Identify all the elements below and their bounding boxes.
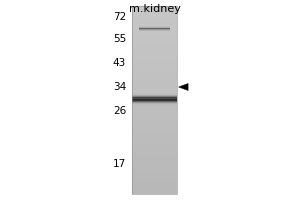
Bar: [132, 102, 177, 103]
Bar: [132, 98, 177, 99]
Bar: [132, 114, 177, 119]
Bar: [132, 24, 177, 29]
Bar: [132, 118, 177, 124]
Bar: [132, 106, 177, 107]
Bar: [132, 97, 177, 98]
Bar: [132, 92, 177, 93]
Bar: [132, 6, 177, 194]
Bar: [139, 28, 170, 29]
Bar: [132, 101, 177, 102]
Bar: [132, 43, 177, 48]
Bar: [132, 142, 177, 147]
Bar: [132, 165, 177, 170]
Text: m.kidney: m.kidney: [129, 4, 180, 14]
Bar: [139, 29, 170, 30]
Bar: [132, 170, 177, 175]
Text: 72: 72: [113, 12, 126, 22]
Text: 55: 55: [113, 34, 126, 44]
Bar: [132, 94, 177, 95]
Bar: [132, 90, 177, 95]
Bar: [132, 103, 177, 104]
Bar: [132, 107, 177, 108]
Bar: [132, 180, 177, 185]
Bar: [132, 93, 177, 94]
Bar: [132, 95, 177, 100]
Bar: [132, 29, 177, 34]
Bar: [132, 96, 177, 97]
Bar: [132, 137, 177, 142]
Bar: [132, 57, 177, 62]
Bar: [139, 31, 170, 32]
Bar: [132, 128, 177, 133]
Bar: [132, 76, 177, 81]
Bar: [132, 53, 177, 58]
Bar: [132, 151, 177, 156]
Text: 17: 17: [113, 159, 126, 169]
Bar: [132, 81, 177, 86]
Bar: [132, 100, 177, 101]
Text: 34: 34: [113, 82, 126, 92]
Bar: [132, 86, 177, 91]
Bar: [132, 34, 177, 39]
Bar: [132, 99, 177, 100]
Bar: [139, 26, 170, 27]
Bar: [132, 132, 177, 138]
Bar: [132, 95, 177, 96]
Bar: [132, 93, 177, 94]
Bar: [132, 161, 177, 166]
Bar: [139, 30, 170, 31]
Bar: [132, 48, 177, 53]
Bar: [132, 20, 177, 25]
Text: 26: 26: [113, 106, 126, 116]
Bar: [132, 123, 177, 128]
Bar: [132, 100, 177, 105]
Bar: [132, 95, 177, 96]
Polygon shape: [178, 83, 188, 91]
Bar: [139, 30, 170, 31]
Bar: [132, 6, 177, 11]
Bar: [132, 104, 177, 109]
Bar: [139, 28, 170, 29]
Bar: [132, 71, 177, 77]
Bar: [132, 104, 177, 105]
Bar: [132, 94, 177, 95]
Bar: [132, 62, 177, 67]
Bar: [132, 105, 177, 106]
Bar: [132, 96, 177, 97]
Bar: [132, 175, 177, 180]
Text: 43: 43: [113, 58, 126, 68]
Bar: [132, 97, 177, 98]
Bar: [132, 10, 177, 15]
Bar: [132, 15, 177, 20]
Bar: [132, 184, 177, 189]
Bar: [139, 27, 170, 28]
Bar: [132, 156, 177, 161]
Bar: [132, 109, 177, 114]
Bar: [132, 38, 177, 44]
Bar: [132, 189, 177, 194]
Bar: [132, 147, 177, 152]
Bar: [139, 26, 170, 27]
Bar: [132, 67, 177, 72]
